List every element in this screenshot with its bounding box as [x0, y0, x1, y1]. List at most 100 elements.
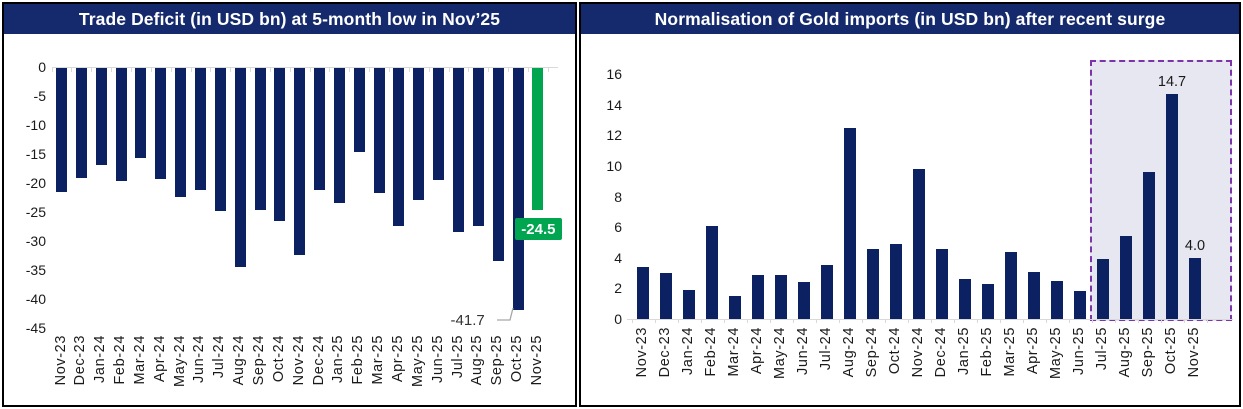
bar-May-24: [175, 68, 187, 197]
axis-tick-mark: [111, 67, 113, 72]
axis-tick-mark: [930, 319, 932, 323]
axis-tick-mark: [1045, 319, 1047, 323]
y-axis-label: 10: [606, 158, 622, 174]
axis-tick-mark: [369, 67, 371, 72]
axis-tick-mark: [230, 67, 232, 72]
axis-tick-mark: [1114, 319, 1116, 323]
axis-tick-mark: [269, 67, 271, 72]
x-axis-label: Jan-25: [330, 335, 347, 383]
axis-tick-mark: [448, 67, 450, 72]
y-axis-label: -30: [25, 233, 46, 249]
y-axis-label: -25: [25, 204, 46, 220]
x-axis-label: Apr-25: [1025, 327, 1041, 375]
bar-Jan-24: [95, 68, 107, 165]
x-axis-label: Apr-24: [749, 327, 765, 375]
y-axis-label: -10: [25, 117, 46, 133]
x-axis-label: Jul-24: [211, 335, 228, 379]
axis-tick-mark: [884, 319, 886, 323]
bar-Nov-24: [913, 169, 925, 319]
bar-Aug-24: [844, 127, 856, 319]
bar-Apr-25: [1028, 271, 1040, 319]
x-axis-label: Mar-25: [370, 335, 387, 385]
callout-leader-line: [496, 306, 514, 321]
axis-tick-mark: [210, 67, 212, 72]
x-axis-label: Jun-24: [795, 327, 811, 375]
gold-imports-panel: Normalisation of Gold imports (in USD bn…: [579, 2, 1241, 407]
x-axis-label: Feb-24: [112, 335, 129, 385]
x-axis-label: Feb-25: [979, 327, 995, 377]
x-axis-label: May-25: [1048, 327, 1064, 379]
category-axis-line: [52, 67, 558, 68]
x-axis-label: Sep-24: [251, 335, 267, 386]
bar-Dec-23: [660, 273, 672, 319]
x-axis-label: Nov-25: [528, 335, 545, 386]
gold-imports-chart: 16 14 12 10 8 6 4 2 0 Nov-23 Dec-23 Jan-24 Feb-24 Mar…: [581, 4, 1239, 405]
callout-label: -41.7: [450, 311, 485, 329]
x-axis-label: Oct-24: [270, 335, 287, 383]
axis-tick-mark: [1160, 319, 1162, 323]
y-axis-label: 12: [606, 127, 622, 144]
y-axis-label: 6: [614, 219, 622, 236]
bar-Oct-25: [1166, 94, 1178, 319]
category-axis-line: [627, 319, 1233, 320]
axis-tick-mark: [508, 67, 510, 72]
bar-Dec-24: [936, 248, 948, 319]
axis-tick-mark: [428, 67, 430, 72]
x-axis-label: May-25: [409, 335, 426, 387]
bar-Jul-24: [214, 68, 226, 212]
axis-tick-mark: [746, 319, 748, 323]
bar-May-24: [775, 274, 787, 319]
axis-tick-mark: [999, 319, 1001, 323]
trade-deficit-title: Trade Deficit (in USD bn) at 5-month low…: [4, 4, 575, 34]
axis-tick-mark: [309, 67, 311, 72]
bar-Sep-24: [254, 68, 266, 211]
bar-Jun-24: [194, 68, 206, 191]
bar-May-25: [1051, 280, 1063, 319]
bar-Jun-25: [1074, 291, 1086, 319]
y-axis-label: 0: [38, 59, 46, 75]
bar-Jun-24: [798, 282, 810, 319]
y-axis-label: 14: [606, 96, 622, 113]
axis-tick-mark: [190, 67, 192, 72]
bar-Apr-25: [393, 68, 405, 227]
x-axis-label: Oct-25: [509, 335, 526, 383]
bar-Apr-24: [752, 274, 764, 319]
bar-Feb-25: [982, 283, 994, 319]
bar-Sep-25: [492, 68, 504, 262]
data-label: 4.0: [1184, 237, 1206, 254]
bar-Mar-25: [1005, 251, 1017, 319]
x-axis-label: Jul-25: [449, 335, 466, 379]
axis-tick-mark: [130, 67, 132, 72]
x-axis-label: Sep-25: [489, 335, 506, 386]
axis-tick-mark: [1183, 319, 1185, 323]
y-axis-label: 2: [614, 280, 622, 297]
x-axis-label: Sep-25: [1140, 327, 1156, 378]
x-axis-label: Dec-24: [933, 327, 949, 378]
axis-tick-mark: [91, 67, 93, 72]
bar-Jul-25: [1097, 259, 1109, 319]
x-axis-label: Aug-25: [469, 335, 486, 386]
x-axis-label: Mar-24: [131, 335, 148, 385]
axis-tick-mark: [150, 67, 152, 72]
axis-tick-mark: [289, 67, 291, 72]
bar-Nov-23: [637, 266, 649, 319]
bar-Apr-24: [155, 68, 167, 180]
axis-tick-mark: [700, 319, 702, 323]
axis-tick-mark: [654, 319, 656, 323]
x-axis-label: Mar-24: [726, 327, 742, 377]
bar-Nov-25: [1189, 257, 1201, 319]
y-axis-label: 0: [614, 311, 622, 327]
axis-tick-mark: [170, 67, 172, 72]
gold-imports-title: Normalisation of Gold imports (in USD bn…: [581, 4, 1239, 34]
bar-May-25: [413, 68, 425, 200]
bar-Feb-24: [706, 225, 718, 319]
x-axis-label: Dec-23: [72, 335, 89, 386]
bar-Sep-24: [867, 248, 879, 319]
x-axis-label: Aug-25: [1117, 327, 1133, 378]
bar-Aug-25: [472, 68, 484, 227]
axis-tick-mark: [527, 67, 529, 72]
x-axis-label: Jun-25: [1071, 327, 1087, 375]
x-axis-label: Jan-24: [680, 327, 696, 375]
x-axis-label: Feb-25: [350, 335, 367, 385]
axis-tick-mark: [953, 319, 955, 323]
